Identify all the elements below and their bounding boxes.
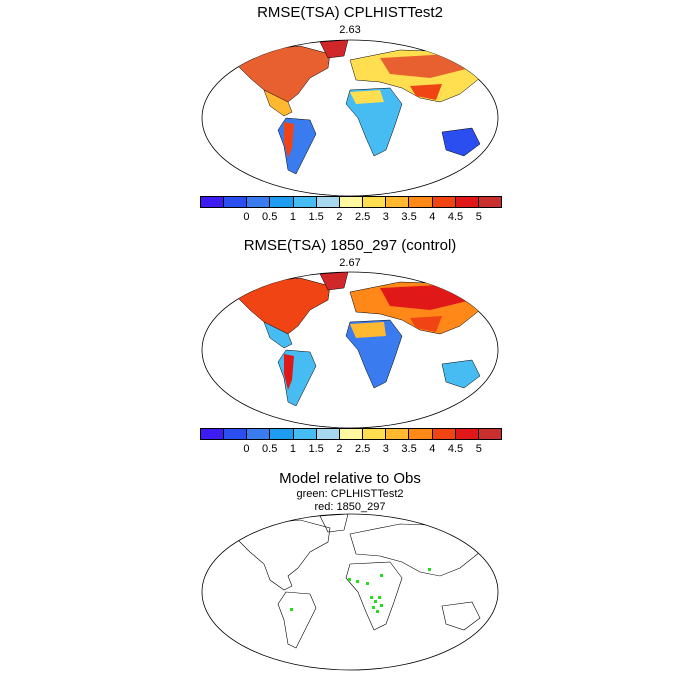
colorbar-tick-label: 0	[243, 211, 250, 223]
greenland	[319, 40, 349, 59]
africa	[345, 87, 403, 157]
colorbar-swatch	[224, 429, 248, 439]
colorbar-tick-label: 1	[289, 211, 296, 223]
colorbar-swatch	[363, 197, 387, 207]
colorbar-tick-label: 2	[336, 211, 343, 223]
colorbar-swatch	[201, 429, 225, 439]
greenland	[319, 272, 349, 291]
colorbar-tick-label: 3.5	[401, 443, 417, 455]
colorbar-tick-label: 3	[382, 443, 389, 455]
panel1-map	[201, 39, 499, 197]
colorbar-tick-label: 4.5	[447, 211, 464, 223]
colorbar-swatch	[201, 197, 225, 207]
south-america	[277, 591, 317, 649]
green-markers	[290, 568, 431, 613]
colorbar-tick-label: 1.5	[308, 443, 324, 455]
colorbar-swatch	[224, 197, 248, 207]
australia	[441, 359, 481, 389]
australia	[441, 601, 481, 631]
panel2-colorbar-ticks: 0 0.5 1 1.5 2 2.5 3 3.5 4 4.5 5	[200, 443, 502, 457]
panel1-value: 2.63	[339, 24, 361, 36]
colorbar-tick-label: 4	[429, 211, 436, 223]
colorbar-swatch	[316, 197, 340, 207]
colorbar-swatch	[339, 429, 364, 439]
north-america	[237, 519, 331, 591]
panel2-value: 2.67	[339, 257, 361, 269]
colorbar-swatch	[293, 197, 317, 207]
panel3-title: Model relative to Obs	[279, 470, 421, 487]
colorbar-tick-label: 2.5	[354, 211, 371, 223]
colorbar-swatch	[247, 429, 271, 439]
north-america-south	[263, 89, 293, 117]
colorbar-swatch	[270, 197, 294, 207]
colorbar-swatch	[432, 429, 456, 439]
greenland	[319, 514, 349, 533]
colorbar-tick-label: 3.5	[401, 211, 417, 223]
colorbar-swatch	[409, 197, 433, 207]
africa	[345, 561, 403, 631]
colorbar-swatch	[293, 429, 317, 439]
colorbar-swatch	[339, 197, 364, 207]
colorbar-tick-label: 5	[475, 443, 482, 455]
colorbar-tick-label: 5	[475, 211, 482, 223]
panel3-legend-green: green: CPLHISTTest2	[296, 488, 404, 500]
colorbar-swatch	[432, 197, 456, 207]
colorbar-swatch	[386, 197, 410, 207]
colorbar-tick-label: 1	[289, 443, 296, 455]
panel1-title: RMSE(TSA) CPLHISTTest2	[257, 4, 443, 21]
colorbar-tick-label: 2	[336, 443, 343, 455]
colorbar-swatch	[455, 197, 479, 207]
colorbar-tick-label: 0.5	[262, 443, 278, 455]
colorbar-tick-label: 0	[243, 443, 250, 455]
australia	[441, 127, 481, 157]
panel2-colorbar	[200, 428, 502, 440]
colorbar-swatch	[455, 429, 479, 439]
panel2-title: RMSE(TSA) 1850_297 (control)	[243, 237, 457, 254]
colorbar-swatch	[363, 429, 387, 439]
panel3-map	[201, 513, 499, 671]
colorbar-tick-label: 1.5	[308, 211, 324, 223]
colorbar-swatch	[409, 429, 433, 439]
colorbar-tick-label: 0.5	[262, 211, 278, 223]
colorbar-swatch	[247, 197, 271, 207]
colorbar-swatch	[386, 429, 410, 439]
colorbar-swatch	[316, 429, 340, 439]
panel3-legend-red: red: 1850_297	[314, 501, 386, 513]
panel2-map	[201, 271, 499, 429]
colorbar-tick-label: 2.5	[354, 443, 371, 455]
panel1-colorbar	[200, 196, 502, 208]
north-america	[237, 277, 331, 335]
north-america	[237, 45, 331, 103]
colorbar-swatch	[270, 429, 294, 439]
panel1-colorbar-ticks: 0 0.5 1 1.5 2 2.5 3 3.5 4 4.5 5	[200, 211, 502, 225]
colorbar-tick-label: 3	[382, 211, 389, 223]
colorbar-swatch	[478, 429, 502, 439]
colorbar-tick-label: 4	[429, 443, 436, 455]
colorbar-tick-label: 4.5	[447, 443, 464, 455]
colorbar-swatch	[478, 197, 502, 207]
